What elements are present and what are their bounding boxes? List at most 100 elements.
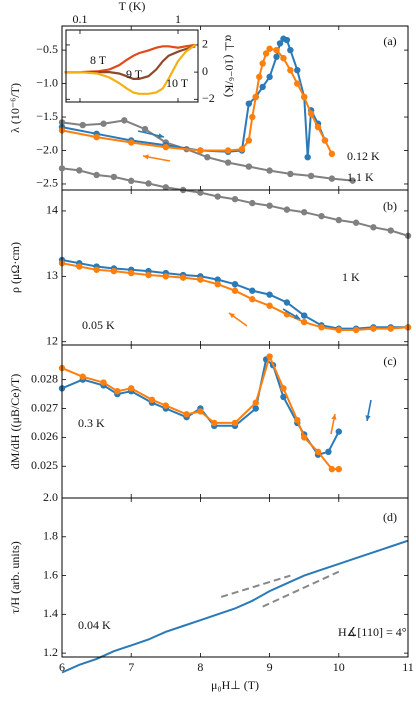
data-point [301,434,308,441]
x-tick-label: 10 [333,660,345,674]
y-tick-label: −1.0 [36,75,58,89]
data-point [93,171,100,179]
guide-line [262,570,340,608]
y-tick-label: −2 [202,91,215,105]
arrow-head [229,313,235,319]
annotation: 1 K [342,270,360,284]
data-point [79,373,86,380]
data-line [64,44,196,95]
y-tick-label: −1.5 [36,109,58,123]
data-point [314,123,322,131]
annotation: 1.1 K [347,170,374,184]
annotation: (c) [383,354,396,368]
annotation: 0.05 K [82,318,115,332]
data-point [162,184,169,191]
data-point [280,393,287,401]
data-point [76,167,83,174]
data-point [370,325,377,332]
data-point [280,385,287,392]
arrow-head [158,133,164,139]
data-point [352,326,360,334]
data-point [245,100,253,107]
data-point [197,189,204,196]
x-tick-label: 0.1 [72,12,87,26]
data-point [110,267,118,275]
data-point [352,219,360,226]
data-point [328,465,336,473]
data-point [145,271,152,279]
data-point [335,428,342,435]
annotation: 8 T [90,53,107,67]
data-point [197,408,204,415]
data-point [256,73,263,81]
data-point [252,93,259,101]
data-point [266,302,273,309]
y-tick-label: 0 [202,64,208,78]
data-point [231,195,239,203]
x-axis-label: T (K) [119,0,146,13]
data-line [64,43,196,74]
y-tick-label: 1.4 [43,606,58,620]
data-point [307,172,315,180]
data-point [318,324,325,331]
y-tick-label: 2.0 [43,490,58,504]
data-point [259,60,266,67]
y-tick-label: 12 [46,333,58,347]
x-tick-label: 8 [197,660,203,674]
data-point [128,269,135,277]
data-point [387,227,394,234]
data-point [204,154,211,161]
data-point [162,402,169,409]
data-point [314,448,322,456]
data-point [287,170,294,178]
annotation: (a) [383,34,396,48]
x-tick-label: 6 [59,660,65,674]
y-tick-label: 2 [202,37,208,51]
data-point [328,150,336,158]
y-tick-label: 0.025 [31,458,58,472]
data-point [214,193,221,200]
x-axis-label: μ₀H⊥ (T) [211,678,259,692]
data-point [307,110,315,117]
data-point [301,312,308,319]
y-axis-label: τ/H (arb. units) [8,541,22,613]
data-point [76,263,83,270]
data-point [266,167,273,174]
data-point [276,40,284,47]
data-point [249,199,256,207]
data-point [148,396,156,404]
data-point [224,147,232,154]
data-point [266,202,273,209]
y-axis-label: dM/dH ((μB/Ce)/T) [8,374,22,469]
data-point [321,137,329,144]
y2-axis-label: α⊥ (10⁻⁶/K) [222,35,236,97]
data-point [318,212,325,220]
data-point [294,66,301,74]
data-point [93,133,100,141]
data-point [245,137,253,144]
x-tick-label: 7 [128,660,134,674]
data-point [58,165,66,172]
data-point [114,387,121,395]
data-point [294,80,301,87]
arrow-head [294,314,300,319]
annotation: 0.3 K [78,416,105,430]
arrow-head [365,415,371,421]
plot-area [62,190,408,345]
plot-area [62,498,408,657]
data-point [304,154,311,161]
data-point [335,216,342,224]
annotation: (d) [383,510,397,524]
annotation: H∡[110] = 4° [338,625,407,639]
data-point [231,280,239,288]
x-tick-label: 9 [267,660,273,674]
data-line [61,539,409,674]
data-point [162,143,169,151]
y-tick-label: 0.027 [31,400,58,414]
data-point [283,206,291,213]
data-point [349,177,356,184]
data-point [238,145,246,153]
data-point [301,209,308,216]
data-point [214,276,221,283]
data-point [141,125,149,133]
